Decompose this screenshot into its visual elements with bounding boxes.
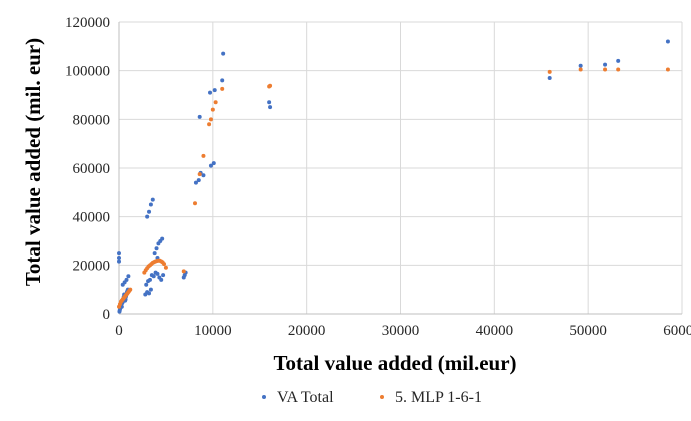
y-tick-label: 40000 <box>73 210 111 226</box>
y-tick-label: 120000 <box>65 15 110 31</box>
va-total-point <box>161 273 166 278</box>
mlp-point <box>547 69 552 74</box>
gridlines <box>119 21 683 314</box>
va-total-point <box>147 209 152 214</box>
legend: VA Total 5. MLP 1-6-1 <box>262 389 482 406</box>
mlp-point <box>162 262 167 267</box>
legend-marker <box>262 395 266 399</box>
x-tick-label: 60000 <box>663 323 691 339</box>
va-total-point <box>117 256 121 261</box>
axes <box>118 22 682 315</box>
x-axis-title: Total value added (mil.eur) <box>273 351 516 375</box>
mlp-point <box>210 107 215 112</box>
va-total-point <box>208 90 213 95</box>
va-total-point <box>117 251 121 256</box>
legend-label: 5. MLP 1-6-1 <box>395 389 482 406</box>
va-total-point <box>268 105 273 110</box>
va-total-point <box>155 271 160 276</box>
va-total-point <box>124 277 129 282</box>
va-total-point <box>197 114 202 119</box>
va-total-point <box>159 277 164 282</box>
va-total-point <box>578 63 583 68</box>
mlp-point <box>207 122 212 127</box>
va-total-point <box>603 62 608 67</box>
va-total-point <box>221 51 226 56</box>
mlp-point <box>128 287 133 292</box>
mlp-point <box>208 117 213 122</box>
legend-label: VA Total <box>277 389 334 406</box>
va-total-point <box>267 100 272 105</box>
va-total-point <box>193 180 198 185</box>
x-tick-label: 10000 <box>194 323 232 339</box>
va-total-point <box>211 161 216 166</box>
mlp-point <box>201 153 206 158</box>
va-total-point <box>196 178 201 183</box>
va-total-point <box>212 88 217 93</box>
va-total-point <box>126 274 131 279</box>
x-tick-label: 0 <box>115 323 123 339</box>
va-total-point <box>150 197 155 202</box>
va-total-point <box>665 39 670 44</box>
x-tick-label: 20000 <box>288 323 326 339</box>
mlp-point <box>616 67 621 72</box>
va-total-point <box>145 214 150 219</box>
va-total-point <box>616 58 621 63</box>
legend-item-mlp: 5. MLP 1-6-1 <box>380 389 482 406</box>
mlp-point <box>163 265 168 270</box>
va-total-point <box>151 274 156 279</box>
mlp-point <box>197 172 202 177</box>
mlp-point <box>213 100 218 105</box>
mlp-point <box>268 83 273 88</box>
va-total-point <box>160 236 165 241</box>
y-tick-label: 0 <box>103 307 111 323</box>
y-tick-label: 60000 <box>73 161 111 177</box>
legend-item-va-total: VA Total <box>262 389 334 406</box>
va-total-point <box>117 259 121 264</box>
mlp-point <box>181 269 186 274</box>
va-total-point <box>547 75 552 80</box>
x-tick-label: 40000 <box>476 323 514 339</box>
va-total-point <box>208 163 213 168</box>
va-total-point <box>147 291 152 296</box>
va-total-point <box>148 287 153 292</box>
va-total-point <box>220 78 225 83</box>
mlp-point <box>578 67 583 72</box>
data-points <box>117 39 670 314</box>
y-tick-label: 20000 <box>73 258 111 274</box>
tick-labels: 0 10000 20000 30000 40000 50000 60000 0 20000 400… <box>65 15 691 339</box>
mlp-point <box>665 67 670 72</box>
mlp-point <box>603 67 608 72</box>
legend-marker <box>380 395 384 399</box>
mlp-point <box>193 201 198 206</box>
va-total-point <box>152 251 157 256</box>
y-axis-title: Total value added (mil. eur) <box>21 38 45 286</box>
va-total-point <box>147 277 152 282</box>
va-total-point <box>154 246 159 251</box>
va-total-point <box>144 282 149 287</box>
va-total-point <box>201 173 206 178</box>
y-tick-label: 80000 <box>73 112 111 128</box>
mlp-point <box>220 86 225 91</box>
y-tick-label: 100000 <box>65 64 110 80</box>
x-tick-label: 50000 <box>569 323 607 339</box>
va-total-point <box>148 202 153 207</box>
x-tick-label: 30000 <box>382 323 420 339</box>
